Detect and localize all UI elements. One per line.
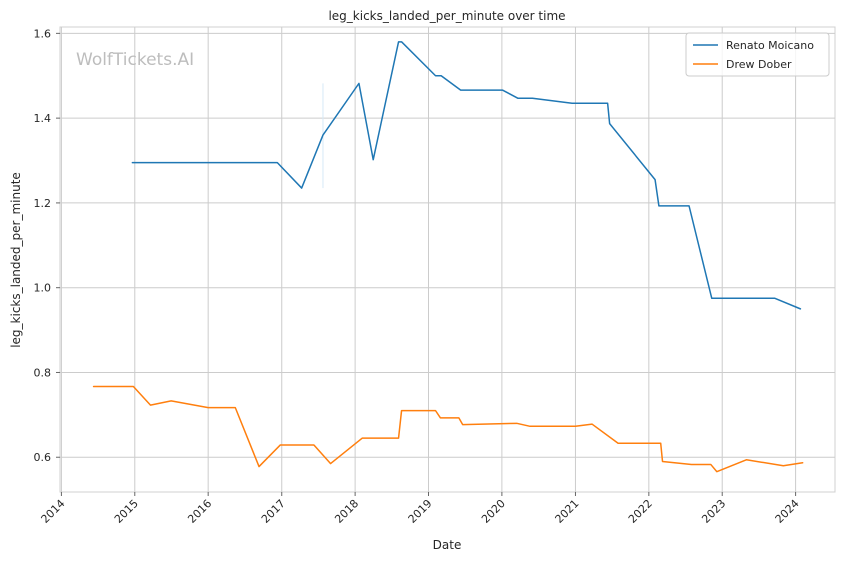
y-tick-label: 1.2	[34, 197, 52, 210]
grid-lines	[60, 27, 835, 492]
y-tick-label: 1.4	[34, 112, 52, 125]
legend-label-drew-dober: Drew Dober	[726, 58, 792, 71]
x-tick-label: 2019	[406, 497, 435, 526]
x-tick-label: 2016	[185, 497, 214, 526]
legend: Renato Moicano Drew Dober	[685, 32, 830, 77]
x-tick-label: 2018	[332, 497, 361, 526]
legend-label-renato-moicano: Renato Moicano	[726, 39, 814, 52]
x-tick-label: 2014	[39, 497, 68, 526]
x-axis-label: Date	[433, 538, 462, 552]
x-tick-label: 2015	[112, 497, 141, 526]
series-line-drew-dober	[92, 385, 804, 473]
y-tick-label: 0.6	[34, 451, 52, 464]
x-tick-label: 2020	[479, 497, 508, 526]
y-tick-label: 1.0	[34, 282, 52, 295]
y-tick-label: 1.6	[34, 27, 52, 40]
watermark-text: WolfTickets.AI	[76, 50, 194, 70]
series-layer	[92, 41, 804, 473]
legend-box	[685, 32, 830, 77]
x-tick-label: 2024	[773, 497, 802, 526]
y-axis-label: leg_kicks_landed_per_minute	[9, 172, 23, 348]
x-tick-label: 2021	[553, 497, 582, 526]
y-tick-label: 0.8	[34, 366, 52, 379]
x-tick-label: 2017	[259, 497, 288, 526]
plot-area	[59, 26, 836, 493]
x-tick-label: 2023	[699, 497, 728, 526]
chart-title: leg_kicks_landed_per_minute over time	[328, 9, 565, 23]
y-axis-ticks: 0.6 0.8 1.0 1.2 1.4 1.6	[34, 27, 60, 464]
x-axis-ticks: 2014 2015 2016 2017 2018 2019 2020 2021 2022 2023…	[39, 492, 802, 526]
series-line-renato-moicano	[131, 41, 802, 310]
x-tick-label: 2022	[626, 497, 655, 526]
